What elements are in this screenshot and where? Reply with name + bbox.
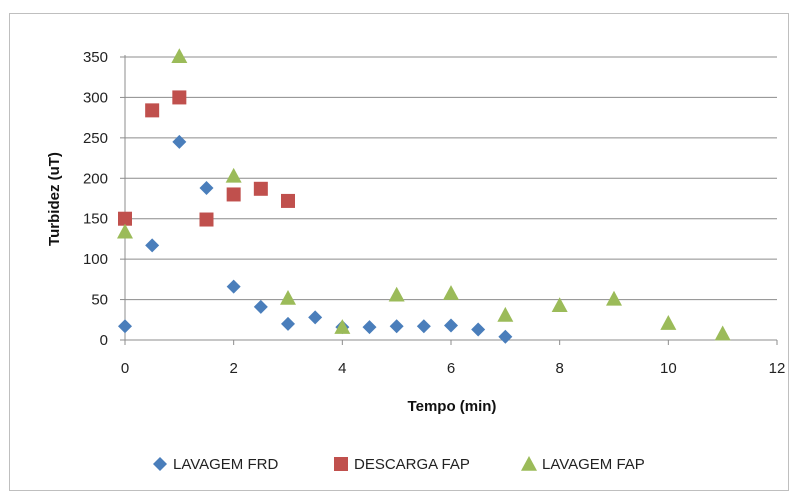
lavagem-fap-point	[443, 285, 459, 300]
y-tick-label: 150	[83, 211, 108, 228]
lavagem-frd-point	[444, 318, 458, 333]
y-tick-label: 100	[83, 251, 108, 268]
descarga-fap-point	[118, 211, 132, 226]
y-tick-label: 0	[100, 332, 108, 349]
legend-marker-lavagem-frd	[153, 457, 167, 471]
descarga-fap-point	[172, 90, 187, 105]
lavagem-fap-point	[714, 325, 731, 341]
lavagem-fap-point	[497, 306, 514, 322]
lavagem-frd-point	[471, 322, 486, 337]
chart-frame	[9, 13, 789, 491]
x-tick-label: 6	[447, 360, 455, 377]
descarga-fap-point	[281, 193, 295, 208]
lavagem-fap-point	[171, 48, 188, 63]
descarga-fap-point	[199, 212, 214, 227]
lavagem-frd-point	[226, 279, 241, 294]
y-tick-label: 300	[83, 89, 108, 106]
legend-label-lavagem-frd: LAVAGEM FRD	[173, 456, 278, 473]
legend-label-descarga-fap: DESCARGA FAP	[354, 456, 470, 473]
lavagem-frd-point	[281, 316, 295, 331]
x-tick-label: 12	[769, 360, 786, 377]
y-tick-label: 350	[83, 49, 108, 66]
legend-marker-descarga-fap	[334, 457, 348, 471]
lavagem-frd-point	[498, 329, 513, 344]
x-tick-label: 2	[229, 360, 237, 377]
x-tick-label: 4	[338, 360, 346, 377]
lavagem-fap-point	[334, 319, 351, 334]
x-tick-label: 0	[121, 360, 129, 377]
y-tick-label: 200	[83, 170, 108, 187]
y-axis-title: Turbidez (uT)	[46, 152, 63, 246]
lavagem-frd-point	[253, 299, 268, 314]
lavagem-frd-point	[362, 320, 377, 335]
lavagem-fap-point	[551, 297, 568, 313]
lavagem-fap-point	[225, 167, 242, 183]
lavagem-fap-point	[606, 290, 622, 306]
lavagem-fap-point	[660, 315, 677, 330]
lavagem-fap-point	[388, 286, 405, 302]
data-points	[117, 48, 731, 344]
lavagem-frd-point	[199, 180, 214, 195]
legend: LAVAGEM FRD DESCARGA FAP LAVAGEM FAP	[153, 456, 645, 473]
lavagem-frd-point	[308, 310, 323, 325]
legend-label-lavagem-fap: LAVAGEM FAP	[542, 456, 645, 473]
lavagem-fap-point	[280, 289, 296, 305]
lavagem-frd-point	[416, 319, 431, 334]
legend-marker-lavagem-fap	[521, 456, 537, 471]
descarga-fap-point	[226, 187, 241, 202]
descarga-fap-point	[253, 181, 268, 196]
y-tick-label: 250	[83, 130, 108, 147]
lavagem-frd-point	[118, 319, 132, 334]
y-tick-label: 50	[91, 292, 108, 309]
y-tick-labels: 0 50 100 150 200 250 300 350	[83, 49, 108, 349]
x-tick-label: 10	[660, 360, 677, 377]
x-axis-title: Tempo (min)	[408, 398, 497, 415]
axes	[120, 55, 778, 345]
x-tick-label: 8	[555, 360, 563, 377]
lavagem-frd-point	[389, 319, 404, 334]
gridlines	[125, 56, 777, 301]
descarga-fap-point	[145, 103, 160, 118]
x-tick-labels: 0 2 4 6 8 10 12	[121, 360, 786, 377]
lavagem-frd-point	[172, 134, 187, 149]
lavagem-frd-point	[145, 238, 160, 253]
lavagem-fap-point	[117, 223, 133, 239]
